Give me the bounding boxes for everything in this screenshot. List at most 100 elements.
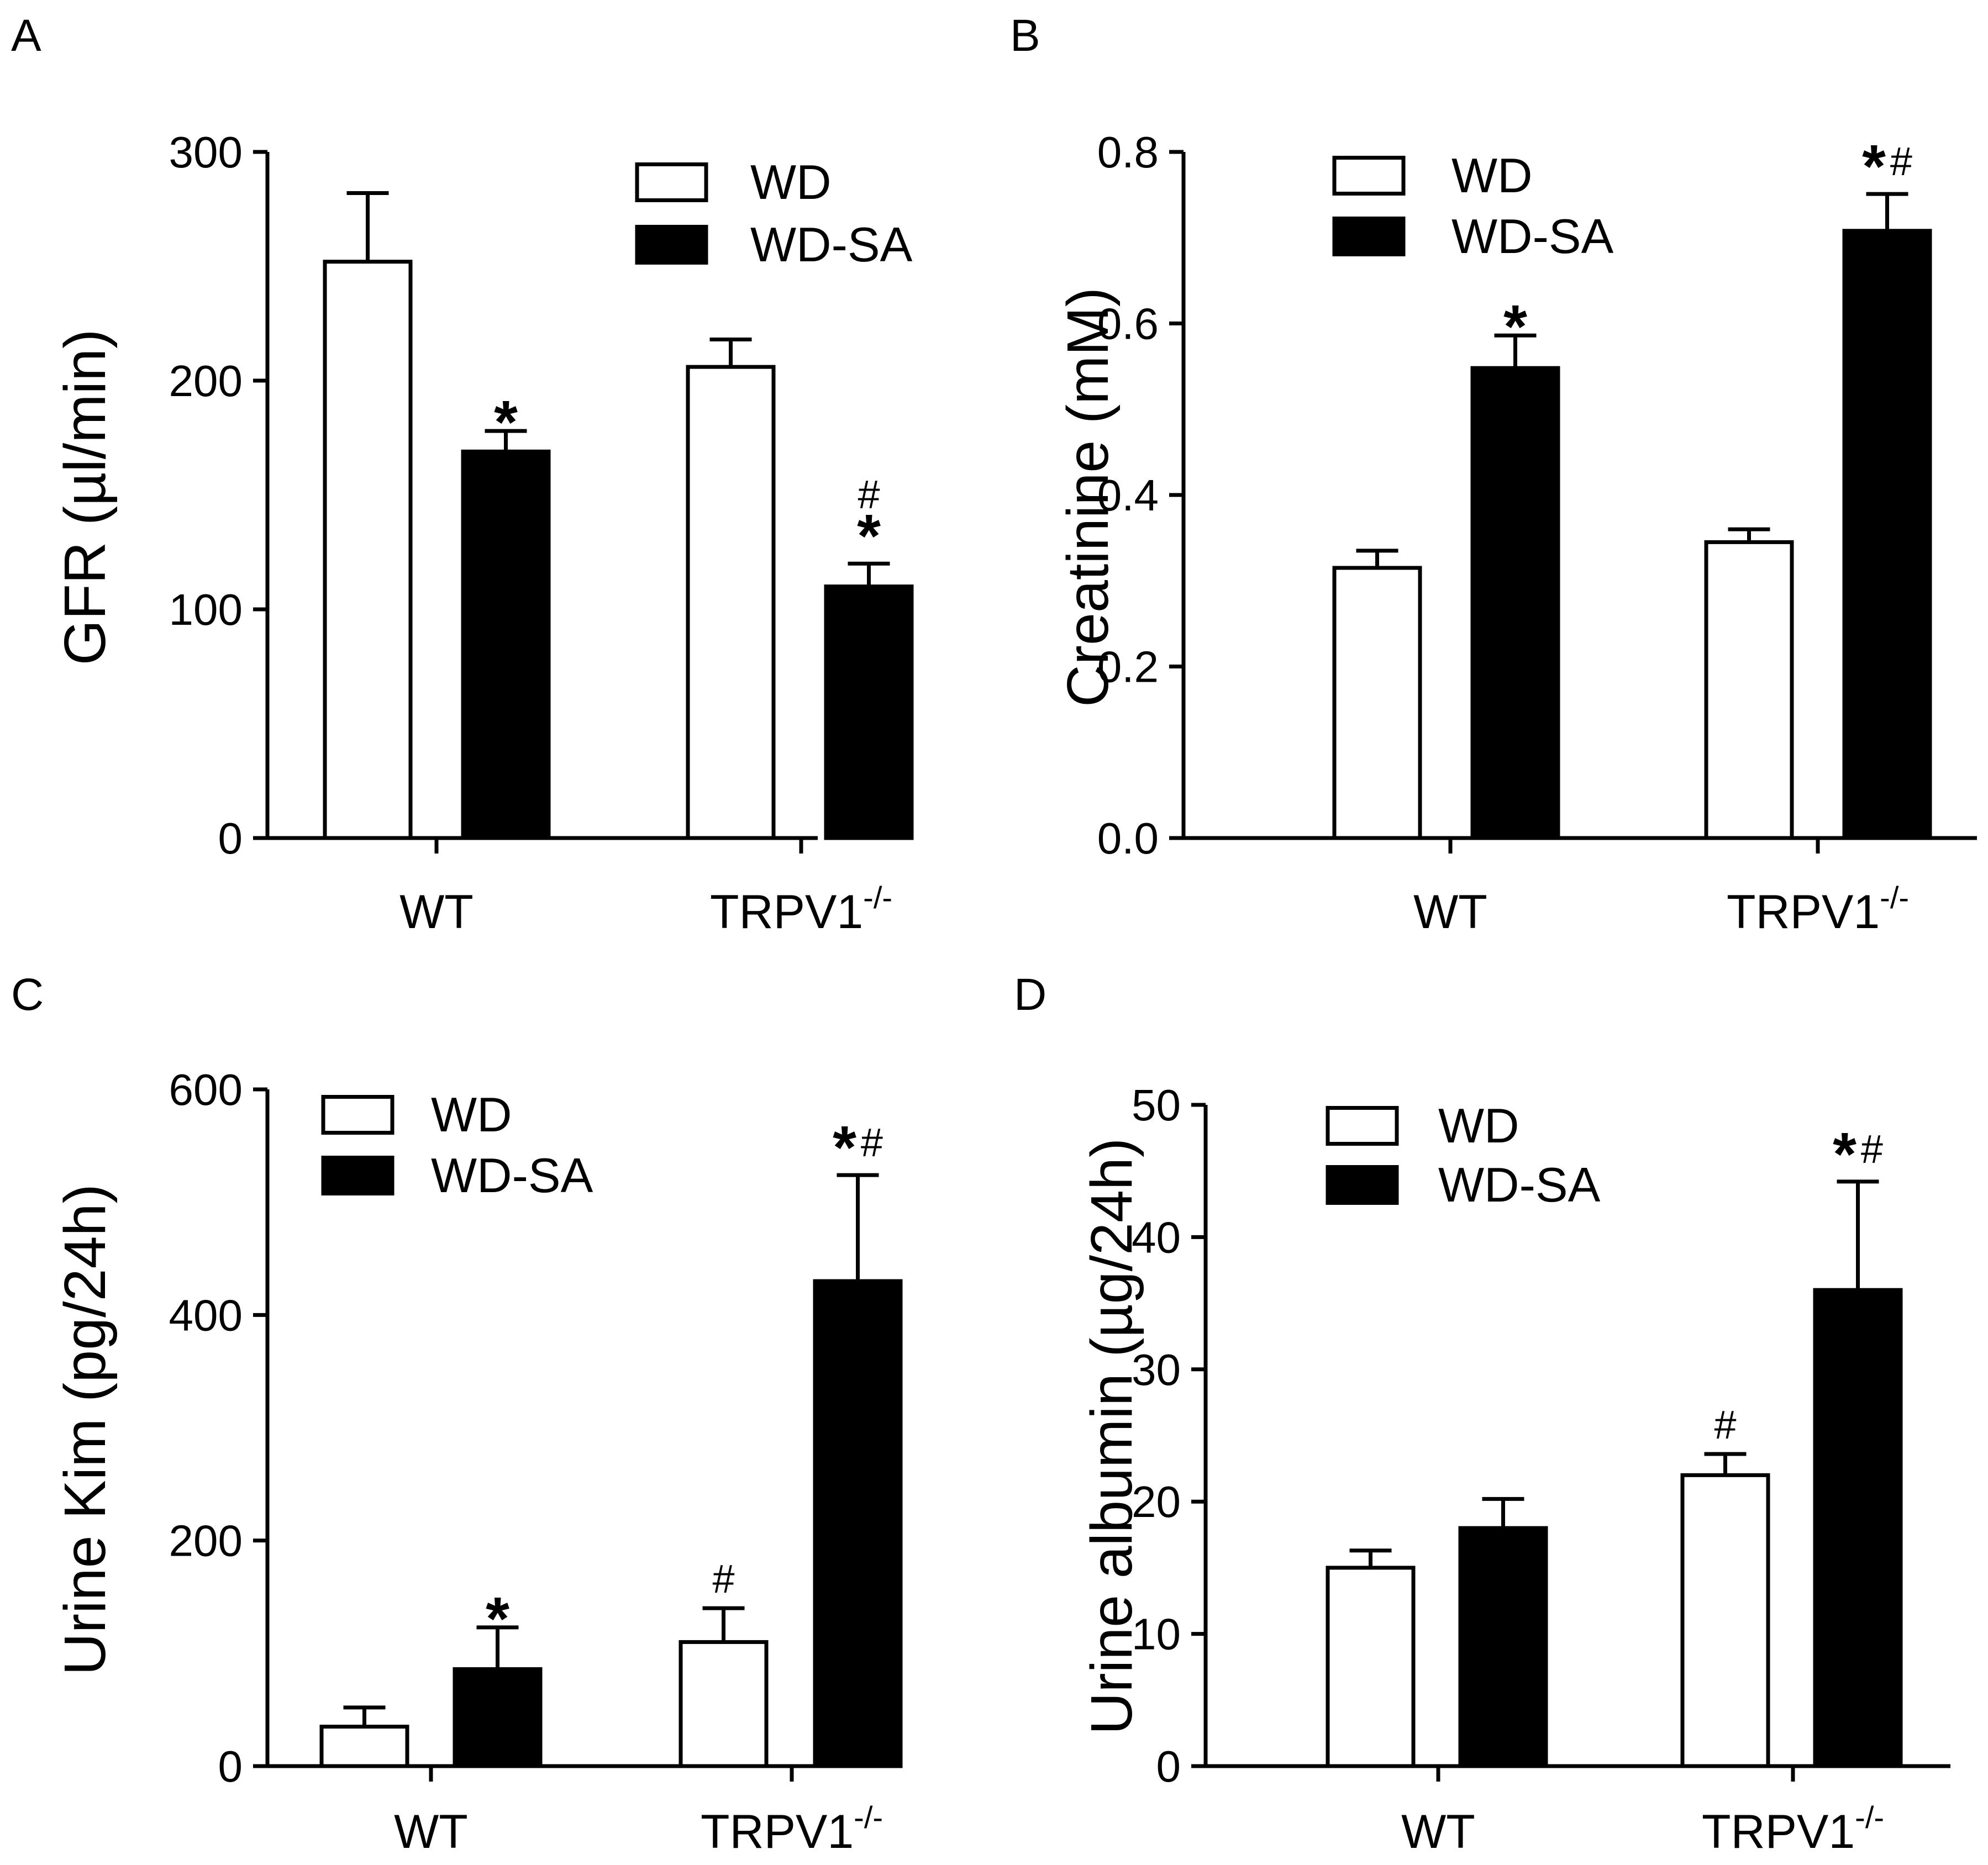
x-tick-label-text: TRPV1	[1702, 1805, 1855, 1858]
legend-label: WD-SA	[431, 1148, 593, 1203]
bar-wd-sa-trpv1	[824, 584, 914, 840]
x-tick-label-text: WT	[1401, 1805, 1475, 1858]
y-axis-label: Urine albumin (µg/24h)	[1079, 1138, 1144, 1735]
significance-star: *	[833, 1114, 856, 1182]
legend-label: WD	[431, 1087, 512, 1142]
y-axis-label: GFR (µl/min)	[52, 329, 118, 666]
legend-swatch-wd-sa	[635, 225, 708, 265]
y-tick-label: 200	[169, 1516, 243, 1566]
bar-wd-wt	[1326, 1566, 1416, 1768]
legend-label: WD-SA	[1451, 209, 1614, 264]
x-tick-label-text: WT	[1413, 886, 1487, 939]
y-tick-label: 0.0	[1097, 814, 1159, 863]
panel-letter: B	[1010, 10, 1040, 61]
significance-star: *	[1862, 133, 1886, 201]
y-tick-label: 0.6	[1097, 299, 1159, 349]
x-tick-label-superscript: -/-	[863, 880, 892, 915]
bar-wd-wt	[323, 260, 413, 840]
panel-b: B 0.0 0.2 0.4 0.6 0.8 Creatinine (mM) WT TRPV1-/…	[1010, 10, 1977, 939]
y-tick-label: 100	[169, 585, 243, 634]
x-tick-label-text: TRPV1	[1727, 886, 1880, 939]
x-tick-label-text: WT	[394, 1805, 468, 1858]
panel-letter: C	[11, 970, 44, 1020]
legend-swatch-wd	[321, 1095, 395, 1135]
panel-d: D 0 10 20 30 40 50 Urine albumin (µg/24h) WT TRPV…	[1014, 970, 1950, 1858]
x-tick-label: TRPV1-/-	[1702, 1800, 1884, 1858]
x-tick-label-superscript: -/-	[1880, 880, 1909, 915]
y-tick-label: 400	[169, 1290, 243, 1340]
y-tick-label: 0	[1156, 1742, 1181, 1791]
y-tick-label: 200	[169, 356, 243, 405]
bar-wd-sa-wt	[1470, 366, 1560, 840]
legend-label: WD	[750, 155, 832, 209]
significance-mark: *	[1503, 293, 1527, 361]
y-tick-label: 30	[1132, 1345, 1181, 1394]
legend-swatch-wd-sa	[321, 1156, 395, 1195]
legend-swatch-wd	[1326, 1106, 1399, 1146]
bar-wd-trpv1	[686, 365, 776, 840]
bar-wd-sa-trpv1	[1813, 1288, 1903, 1768]
legend-swatch-wd-sa	[1326, 1165, 1399, 1205]
x-tick-label: TRPV1-/-	[1727, 880, 1909, 939]
bar-wd-wt	[1332, 566, 1422, 840]
y-axis-label: Creatinine (mM)	[1055, 287, 1121, 707]
y-tick-label: 0	[218, 814, 243, 863]
significance-mark: *	[857, 502, 881, 570]
legend-label: WD-SA	[1438, 1157, 1601, 1212]
panel-letter: A	[11, 10, 41, 61]
y-tick-label: 50	[1132, 1081, 1181, 1130]
significance-mark: *	[494, 388, 518, 456]
bar-wd-sa-trpv1	[1842, 229, 1932, 840]
significance-mark: * #	[1862, 133, 1912, 201]
legend-swatch-wd	[635, 162, 708, 202]
significance-mark: *	[486, 1585, 509, 1653]
x-tick-label: TRPV1-/-	[710, 880, 892, 939]
panel-c: C 0 200 400 600 Urine Kim (pg/24h) WT TRPV1-/- #…	[11, 970, 903, 1858]
y-tick-label: 40	[1132, 1213, 1181, 1262]
legend-label: WD-SA	[750, 217, 913, 272]
significance-hash: #	[1861, 1128, 1883, 1172]
legend-swatch-wd	[1332, 156, 1406, 196]
x-tick-label: TRPV1-/-	[701, 1800, 883, 1858]
bar-wd-trpv1	[1680, 1473, 1770, 1768]
legend-swatch-wd-sa	[1332, 217, 1406, 256]
panel-letter: D	[1014, 970, 1046, 1020]
legend-label: WD	[1438, 1098, 1519, 1153]
x-tick-label: WT	[1401, 1805, 1475, 1858]
x-tick-label-superscript: -/-	[1855, 1800, 1884, 1835]
y-tick-label: 0.2	[1097, 642, 1159, 692]
bar-wd-sa-wt	[453, 1667, 543, 1768]
bar-wd-sa-trpv1	[813, 1279, 903, 1768]
y-tick-label: 600	[169, 1065, 243, 1114]
x-tick-label: WT	[1413, 886, 1487, 939]
bar-wd-wt	[319, 1725, 409, 1768]
significance-hash: #	[1890, 140, 1912, 184]
x-tick-label-text: TRPV1	[710, 886, 863, 939]
x-tick-label: WT	[394, 1805, 468, 1858]
significance-mark: #	[712, 1557, 734, 1601]
y-axis-label: Urine Kim (pg/24h)	[52, 1184, 118, 1676]
significance-star: *	[1833, 1120, 1856, 1188]
significance-mark: * #	[1833, 1120, 1883, 1188]
x-tick-label-text: TRPV1	[701, 1805, 854, 1858]
y-tick-label: 0	[218, 1742, 243, 1791]
bar-wd-sa-wt	[1458, 1526, 1548, 1768]
legend-label: WD	[1451, 148, 1533, 203]
bar-wd-trpv1	[1704, 540, 1794, 840]
y-tick-label: 300	[169, 128, 243, 177]
bar-wd-sa-wt	[461, 449, 551, 840]
y-tick-label: 20	[1132, 1477, 1181, 1526]
x-tick-label-text: WT	[399, 886, 474, 939]
significance-mark: #	[858, 473, 880, 517]
bar-wd-trpv1	[679, 1640, 769, 1768]
x-tick-label-superscript: -/-	[854, 1800, 883, 1835]
y-tick-label: 0.4	[1097, 471, 1159, 520]
significance-hash: #	[861, 1121, 883, 1165]
x-tick-label: WT	[399, 886, 474, 939]
y-tick-label: 0.8	[1097, 128, 1159, 177]
significance-mark: #	[1714, 1403, 1736, 1447]
y-tick-label: 10	[1132, 1610, 1181, 1659]
significance-mark: * #	[833, 1114, 883, 1182]
